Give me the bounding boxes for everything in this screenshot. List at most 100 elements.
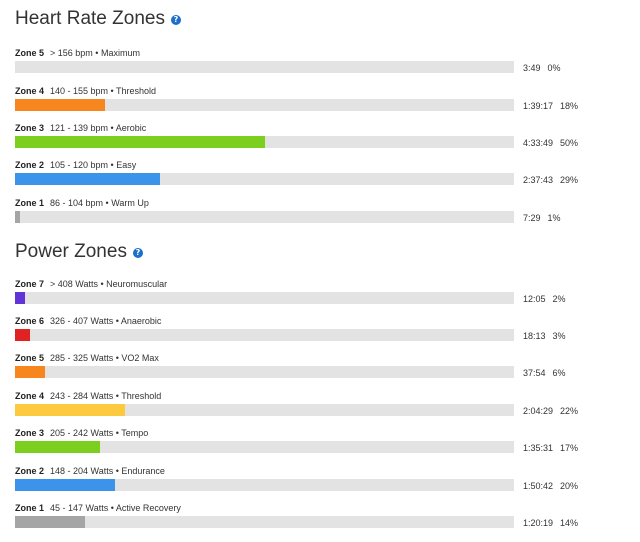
zone-label: Zone 5 > 156 bpm • Maximum (15, 48, 140, 58)
zone-name: Zone 4 (15, 391, 45, 401)
zone-range: 285 - 325 Watts • VO2 Max (50, 353, 159, 363)
zone-label: Zone 6 326 - 407 Watts • Anaerobic (15, 316, 161, 326)
zone-bar-fill (15, 516, 85, 528)
zone-stats: 1:50:42 20% (523, 481, 578, 491)
power-zone-row: Zone 3 205 - 242 Watts • Tempo 1:35:31 17% (0, 428, 640, 458)
zone-percent: 50% (560, 138, 579, 148)
zone-percent: 6% (552, 368, 566, 378)
power-zone-row: Zone 6 326 - 407 Watts • Anaerobic 18:13 3… (0, 316, 640, 346)
zone-name: Zone 3 (15, 428, 45, 438)
zone-stats: 1:39:17 18% (523, 101, 578, 111)
zone-bar-track (15, 329, 514, 341)
zone-range: > 408 Watts • Neuromuscular (50, 279, 168, 289)
zone-stats: 1:35:31 17% (523, 443, 578, 453)
zone-range: 86 - 104 bpm • Warm Up (50, 198, 149, 208)
zone-percent: 1% (547, 213, 561, 223)
zone-time: 1:50:42 (523, 481, 554, 491)
zone-range: 121 - 139 bpm • Aerobic (50, 123, 147, 133)
zone-time: 4:33:49 (523, 138, 554, 148)
hr-zone-row: Zone 2 105 - 120 bpm • Easy 2:37:43 29% (0, 160, 640, 190)
zone-percent: 18% (560, 101, 579, 111)
help-icon[interactable]: ? (170, 15, 181, 25)
zone-percent: 3% (552, 331, 566, 341)
zone-bar-track (15, 99, 514, 111)
zone-label: Zone 3 205 - 242 Watts • Tempo (15, 428, 148, 438)
heart-rate-zones-heading: Heart Rate Zones (15, 8, 165, 29)
zone-bar-fill (15, 99, 105, 111)
power-zones-title: Power Zones ? (15, 241, 143, 263)
zone-label: Zone 4 243 - 284 Watts • Threshold (15, 391, 161, 401)
hr-zone-row: Zone 5 > 156 bpm • Maximum 3:49 0% (0, 48, 640, 78)
zone-bar-fill (15, 136, 265, 148)
power-zone-row: Zone 5 285 - 325 Watts • VO2 Max 37:54 6% (0, 353, 640, 383)
zone-name: Zone 3 (15, 123, 45, 133)
zone-time: 1:35:31 (523, 443, 554, 453)
zone-bar-track (15, 366, 514, 378)
zone-time: 2:04:29 (523, 406, 554, 416)
heart-rate-zones-title: Heart Rate Zones ? (15, 8, 181, 30)
zone-percent: 29% (560, 175, 579, 185)
zone-bar-track (15, 61, 514, 73)
zone-time: 37:54 (523, 368, 546, 378)
zone-bar-fill (15, 366, 45, 378)
zone-range: 105 - 120 bpm • Easy (50, 160, 137, 170)
zone-time: 2:37:43 (523, 175, 554, 185)
power-zone-row: Zone 1 45 - 147 Watts • Active Recovery 1… (0, 503, 640, 533)
zone-bar-track (15, 516, 514, 528)
zone-bar-track (15, 211, 514, 223)
zone-name: Zone 6 (15, 316, 45, 326)
zone-percent: 22% (560, 406, 579, 416)
zone-percent: 20% (560, 481, 579, 491)
zone-label: Zone 7 > 408 Watts • Neuromuscular (15, 279, 167, 289)
zone-stats: 18:13 3% (523, 331, 566, 341)
zone-name: Zone 7 (15, 279, 45, 289)
zone-bar-fill (15, 479, 115, 491)
zone-time: 12:05 (523, 294, 546, 304)
zone-bar-fill (15, 211, 20, 223)
power-zones-heading: Power Zones (15, 241, 127, 262)
zone-stats: 7:29 1% (523, 213, 561, 223)
zone-bar-track (15, 136, 514, 148)
zone-stats: 1:20:19 14% (523, 518, 578, 528)
hr-zone-row: Zone 4 140 - 155 bpm • Threshold 1:39:17 1… (0, 86, 640, 116)
zone-name: Zone 4 (15, 86, 45, 96)
zone-bar-track (15, 479, 514, 491)
zone-range: 45 - 147 Watts • Active Recovery (50, 503, 181, 513)
zone-label: Zone 5 285 - 325 Watts • VO2 Max (15, 353, 159, 363)
zone-percent: 2% (552, 294, 566, 304)
zone-label: Zone 2 148 - 204 Watts • Endurance (15, 466, 165, 476)
zone-bar-track (15, 441, 514, 453)
zone-name: Zone 1 (15, 503, 45, 513)
zone-bar-fill (15, 329, 30, 341)
zone-stats: 37:54 6% (523, 368, 566, 378)
zone-range: > 156 bpm • Maximum (50, 48, 140, 58)
zone-time: 1:39:17 (523, 101, 554, 111)
zone-range: 148 - 204 Watts • Endurance (50, 466, 165, 476)
zone-name: Zone 2 (15, 466, 45, 476)
zone-bar-fill (15, 292, 25, 304)
zone-time: 18:13 (523, 331, 546, 341)
zone-percent: 0% (547, 63, 561, 73)
zone-label: Zone 3 121 - 139 bpm • Aerobic (15, 123, 146, 133)
zone-label: Zone 4 140 - 155 bpm • Threshold (15, 86, 156, 96)
zone-stats: 4:33:49 50% (523, 138, 578, 148)
zone-stats: 2:04:29 22% (523, 406, 578, 416)
zone-bar-track (15, 173, 514, 185)
power-zone-row: Zone 2 148 - 204 Watts • Endurance 1:50:4… (0, 466, 640, 496)
zone-label: Zone 1 45 - 147 Watts • Active Recovery (15, 503, 181, 513)
help-icon[interactable]: ? (132, 248, 143, 258)
zone-stats: 12:05 2% (523, 294, 566, 304)
zone-name: Zone 5 (15, 48, 45, 58)
zone-label: Zone 1 86 - 104 bpm • Warm Up (15, 198, 149, 208)
zone-name: Zone 1 (15, 198, 45, 208)
zone-name: Zone 5 (15, 353, 45, 363)
zone-name: Zone 2 (15, 160, 45, 170)
zone-percent: 14% (560, 518, 579, 528)
zone-bar-fill (15, 404, 125, 416)
zone-time: 3:49 (523, 63, 541, 73)
zone-label: Zone 2 105 - 120 bpm • Easy (15, 160, 136, 170)
zone-range: 326 - 407 Watts • Anaerobic (50, 316, 162, 326)
zone-time: 7:29 (523, 213, 541, 223)
zone-range: 140 - 155 bpm • Threshold (50, 86, 157, 96)
zone-percent: 17% (560, 443, 579, 453)
